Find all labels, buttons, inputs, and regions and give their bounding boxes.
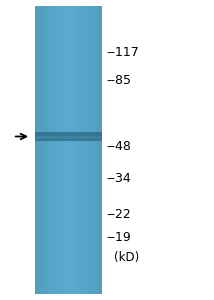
Bar (50, 6, 51, 294)
Bar (58, 6, 59, 294)
Bar (68, 6, 69, 294)
Bar (79, 6, 80, 294)
Bar (99, 6, 100, 294)
Bar (96, 6, 97, 294)
Bar (88, 6, 89, 294)
Bar (43, 6, 44, 294)
Bar (54, 6, 55, 294)
Bar (61, 6, 62, 294)
Bar (89, 6, 90, 294)
Bar (49, 6, 50, 294)
Bar (47, 6, 48, 294)
Bar (64, 6, 65, 294)
Bar (81, 6, 82, 294)
Bar (60, 6, 61, 294)
Bar (87, 6, 88, 294)
Bar (63, 6, 64, 294)
Bar (86, 6, 87, 294)
Bar (94, 6, 95, 294)
Bar (70, 6, 71, 294)
Bar (74, 6, 75, 294)
Bar (52, 6, 53, 294)
Bar (56, 6, 57, 294)
Bar (37, 6, 38, 294)
Bar (45, 6, 46, 294)
Bar (53, 6, 54, 294)
Bar (80, 6, 81, 294)
Bar (41, 6, 42, 294)
Bar (101, 6, 102, 294)
Bar (57, 6, 58, 294)
Bar (77, 6, 78, 294)
Bar (66, 6, 67, 294)
Bar (85, 6, 86, 294)
Bar (48, 6, 49, 294)
Text: (kD): (kD) (114, 251, 140, 264)
Bar (46, 6, 47, 294)
Bar (62, 6, 63, 294)
Bar (83, 6, 84, 294)
Bar (40, 6, 41, 294)
Bar (75, 6, 76, 294)
Bar (91, 6, 92, 294)
Text: --34: --34 (106, 172, 131, 185)
Bar (76, 6, 77, 294)
Bar (97, 6, 98, 294)
Bar (78, 6, 79, 294)
Bar (71, 6, 72, 294)
Bar (39, 6, 40, 294)
Bar (42, 6, 43, 294)
Bar (95, 6, 96, 294)
Bar (100, 6, 101, 294)
Bar (36, 6, 37, 294)
Bar (44, 6, 45, 294)
Bar (73, 6, 74, 294)
Bar (59, 6, 60, 294)
Bar (92, 6, 93, 294)
Text: --117: --117 (106, 46, 139, 59)
Bar (98, 6, 99, 294)
Bar (72, 6, 73, 294)
Bar (67, 6, 68, 294)
Bar (84, 6, 85, 294)
Text: --48: --48 (106, 140, 131, 153)
Bar (51, 6, 52, 294)
Bar (38, 6, 39, 294)
Bar (35, 6, 36, 294)
Bar (69, 6, 70, 294)
Bar (35, 132, 102, 141)
Bar (93, 6, 94, 294)
Text: --22: --22 (106, 208, 131, 221)
Bar (65, 6, 66, 294)
Bar (36, 136, 101, 139)
Bar (55, 6, 56, 294)
Bar (90, 6, 91, 294)
Text: --85: --85 (106, 74, 131, 87)
Bar (82, 6, 83, 294)
Text: --19: --19 (106, 231, 131, 244)
